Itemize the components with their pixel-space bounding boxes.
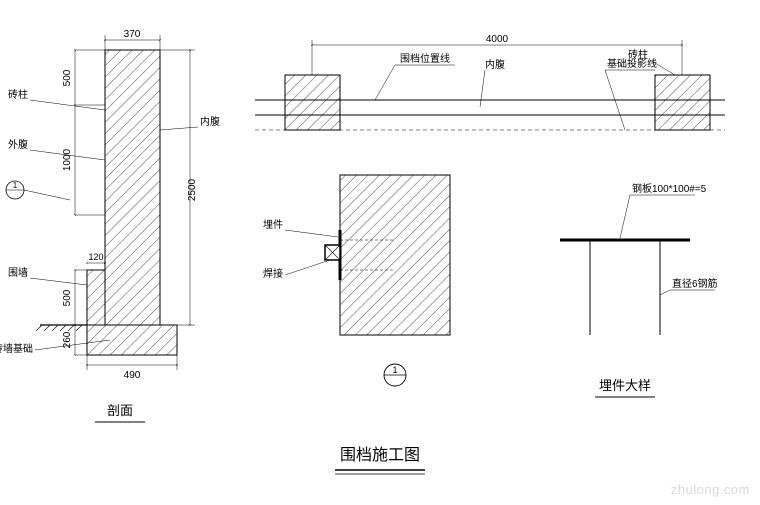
dim-right: 2500	[160, 50, 198, 325]
svg-text:砖墙基础: 砖墙基础	[0, 342, 33, 355]
svg-text:围墙: 围墙	[8, 266, 28, 279]
svg-text:砖柱: 砖柱	[8, 88, 28, 101]
embed-detail-view: 钢板100*100#=5 直径6钢筋 埋件大样	[560, 182, 718, 397]
section-label: 剖面	[107, 403, 133, 418]
svg-text:2500: 2500	[187, 178, 198, 201]
svg-text:基础投影线: 基础投影线	[607, 57, 657, 70]
detail-ref-icon: 1	[6, 181, 70, 200]
svg-text:500: 500	[62, 289, 73, 306]
dim-bottom: 490	[87, 355, 177, 381]
svg-text:焊接: 焊接	[263, 267, 283, 280]
svg-text:钢板100*100#=5: 钢板100*100#=5	[632, 182, 707, 195]
embed-label: 埋件大样	[599, 378, 651, 393]
svg-text:1: 1	[392, 365, 397, 375]
svg-text:内腹: 内腹	[200, 115, 220, 128]
svg-text:490: 490	[124, 370, 141, 381]
label-outer: 外腹	[8, 138, 105, 160]
svg-text:4000: 4000	[486, 34, 509, 45]
dim-text: 370	[124, 29, 141, 40]
watermark: zhulong.com	[671, 482, 750, 497]
svg-text:500: 500	[62, 69, 73, 86]
svg-text:120: 120	[88, 252, 103, 262]
main-title: 围档施工图	[335, 446, 425, 474]
svg-text:围档位置线: 围档位置线	[400, 52, 450, 65]
svg-text:埋件: 埋件	[263, 219, 283, 231]
detail-view: 埋件 焊接 1	[263, 175, 450, 386]
svg-text:内腹: 内腹	[485, 58, 505, 71]
detail-tag-icon: 1	[384, 364, 406, 386]
svg-text:围档施工图: 围档施工图	[340, 446, 420, 464]
svg-text:1000: 1000	[62, 148, 73, 171]
svg-text:1: 1	[13, 181, 18, 190]
svg-text:直径6钢筋: 直径6钢筋	[672, 277, 718, 290]
label-column: 砖柱	[8, 88, 105, 110]
dim-top: 370	[105, 29, 160, 50]
elevation-view: 4000 围档位置线 内腹 砖柱 基础投影线	[255, 34, 725, 130]
svg-text:外腹: 外腹	[8, 138, 28, 151]
section-view: 370 490 2500 500 10	[0, 29, 220, 422]
